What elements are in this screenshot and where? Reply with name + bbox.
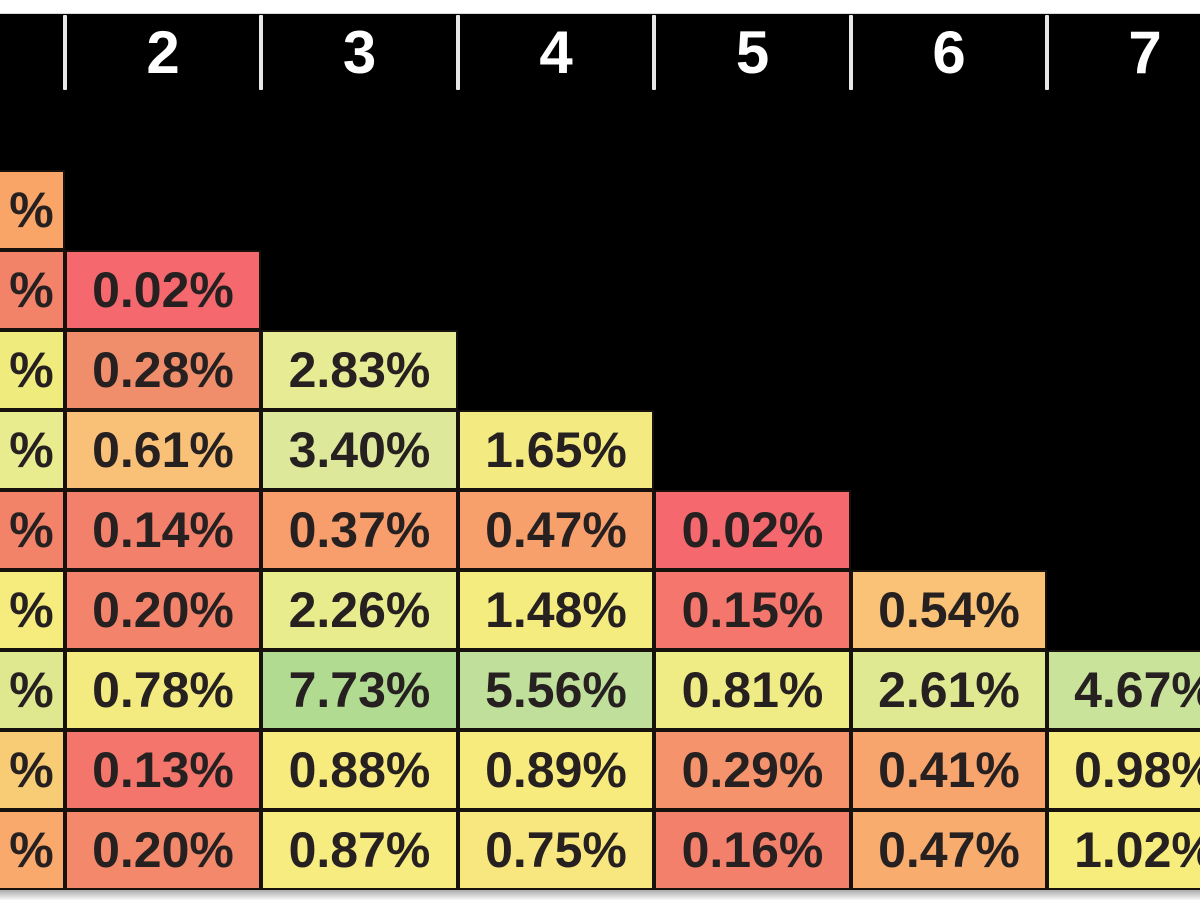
heatmap-row: %0.78%7.73%5.56%0.81%2.61%4.67% xyxy=(0,650,1200,730)
column-header-row: 2 3 4 5 6 7 xyxy=(0,0,1200,170)
heatmap-row: % 0.02% xyxy=(0,250,1200,330)
heatmap-cell: % xyxy=(0,250,65,330)
heatmap-cell: 0.13% xyxy=(65,730,261,810)
heatmap-row: % 0.20% 2.26% 1.48% 0.15% 0.54% xyxy=(0,570,1200,650)
heatmap-cell: 0.81% xyxy=(654,650,851,730)
heatmap-cell: % xyxy=(0,410,65,490)
heatmap-cell: 7.73% xyxy=(261,650,458,730)
heatmap-cell: 1.48% xyxy=(458,570,654,650)
column-header-label: 6 xyxy=(932,19,966,86)
heatmap-cell: 0.15% xyxy=(654,570,851,650)
heatmap-row: %0.20%0.87%0.75%0.16%0.47%1.02% xyxy=(0,810,1200,890)
heatmap-cell: % xyxy=(0,170,65,250)
header-tick xyxy=(259,15,263,90)
heatmap-cell: 0.98% xyxy=(1047,730,1200,810)
heatmap-cell: 0.20% xyxy=(65,570,261,650)
heatmap-cell: 0.88% xyxy=(261,730,458,810)
heatmap-cell: % xyxy=(0,650,65,730)
heatmap-row: %0.13%0.88%0.89%0.29%0.41%0.98% xyxy=(0,730,1200,810)
heatmap-cell: 0.02% xyxy=(654,490,851,570)
heatmap-row: % 0.14% 0.37% 0.47% 0.02% xyxy=(0,490,1200,570)
heatmap-row: % 0.28% 2.83% xyxy=(0,330,1200,410)
heatmap-cell: 4.67% xyxy=(1047,650,1200,730)
heatmap-cell: % xyxy=(0,570,65,650)
heatmap-cell: 0.20% xyxy=(65,810,261,890)
heatmap-cell: 2.61% xyxy=(851,650,1047,730)
heatmap-cell: % xyxy=(0,810,65,890)
bottom-white-strip xyxy=(0,890,1200,900)
header-tick xyxy=(849,15,853,90)
heatmap-cell: 0.37% xyxy=(261,490,458,570)
heatmap-cell: % xyxy=(0,330,65,410)
heatmap-cell: 0.28% xyxy=(65,330,261,410)
header-tick xyxy=(1045,15,1049,90)
heatmap-cell: 0.02% xyxy=(65,250,261,330)
heatmap-cell: 0.29% xyxy=(654,730,851,810)
heatmap-cell: 0.47% xyxy=(458,490,654,570)
column-header-label: 3 xyxy=(342,19,377,86)
heatmap-cell: % xyxy=(0,490,65,570)
heatmap-row: % xyxy=(0,170,1200,250)
heatmap-cell: 0.47% xyxy=(851,810,1047,890)
header-tick xyxy=(456,15,460,90)
heatmap-cell: 0.78% xyxy=(65,650,261,730)
heatmap-cell: 0.75% xyxy=(458,810,654,890)
header-tick xyxy=(652,15,656,90)
heatmap-cell: 5.56% xyxy=(458,650,654,730)
heatmap-cell: % xyxy=(0,730,65,810)
heatmap-cell: 0.54% xyxy=(851,570,1047,650)
heatmap-cell: 0.61% xyxy=(65,410,261,490)
heatmap-cell: 0.14% xyxy=(65,490,261,570)
heatmap-cell: 2.83% xyxy=(261,330,458,410)
heatmap-cell: 0.89% xyxy=(458,730,654,810)
heatmap-cell: 0.87% xyxy=(261,810,458,890)
heatmap-cell: 3.40% xyxy=(261,410,458,490)
column-header-label: 5 xyxy=(735,19,770,86)
heatmap-cell: 0.16% xyxy=(654,810,851,890)
column-header-label: 2 xyxy=(146,19,180,86)
column-header-label: 7 xyxy=(1128,19,1162,86)
heatmap-cell: 1.65% xyxy=(458,410,654,490)
heatmap-row: % 0.61% 3.40% 1.65% xyxy=(0,410,1200,490)
column-header-label: 4 xyxy=(539,19,573,86)
heatmap-cell: 1.02% xyxy=(1047,810,1200,890)
top-white-strip xyxy=(0,0,1200,14)
header-tick xyxy=(63,15,67,90)
heatmap-cell: 0.41% xyxy=(851,730,1047,810)
heatmap-cell: 2.26% xyxy=(261,570,458,650)
